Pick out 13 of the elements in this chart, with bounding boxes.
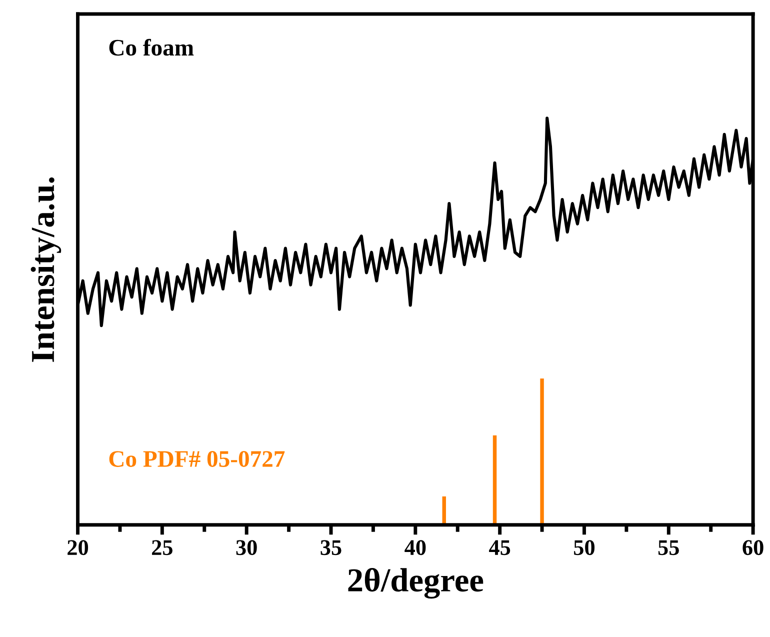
x-tick-label: 25 bbox=[152, 540, 172, 556]
x-tick-label: 40 bbox=[404, 540, 426, 556]
x-tick-label: 30 bbox=[236, 540, 257, 556]
text: Co foam bbox=[109, 38, 194, 56]
x-tick-label: 20 bbox=[68, 540, 88, 556]
x-tick-label: 50 bbox=[574, 540, 594, 556]
x-tick-label: 55 bbox=[658, 540, 679, 556]
x-axis-title: 2θ/degree bbox=[348, 568, 484, 599]
y-axis-title: Intensity/a.u. bbox=[30, 177, 62, 362]
text: Co PDF# 05-0727 bbox=[109, 451, 285, 467]
x-tick-label: 45 bbox=[489, 540, 510, 556]
x-tick-label: 60 bbox=[742, 540, 764, 556]
x-tick-label: 35 bbox=[320, 540, 342, 556]
